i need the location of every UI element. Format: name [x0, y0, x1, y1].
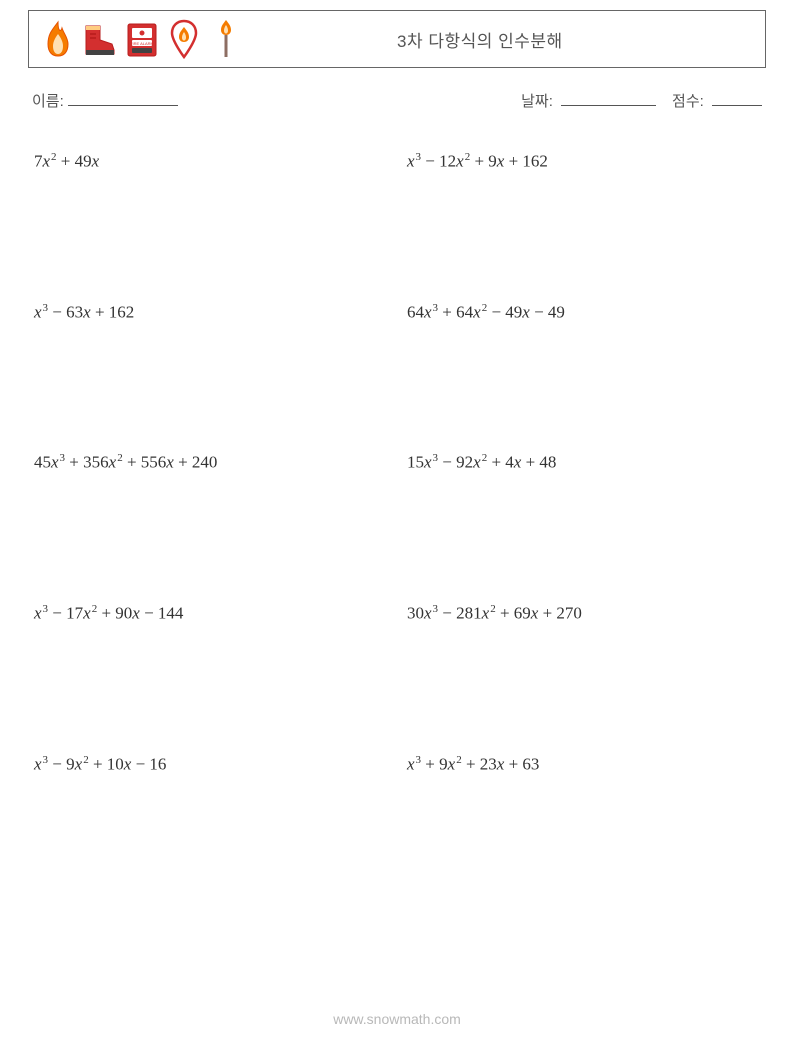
problem-8: 30x3 − 281x2 + 69x + 270: [407, 603, 760, 624]
info-row: 이름: 날짜: 점수:: [28, 90, 766, 111]
problem-4: 64x3 + 64x2 − 49x − 49: [407, 302, 760, 323]
boot-icon: [81, 18, 119, 60]
location-fire-icon: [165, 18, 203, 60]
name-label: 이름:: [32, 90, 64, 111]
icon-group: FIRE ALARM: [29, 18, 245, 60]
problem-5: 45x3 + 356x2 + 556x + 240: [34, 452, 387, 473]
flame-icon: [39, 18, 77, 60]
page-title: 3차 다항식의 인수분해: [397, 27, 563, 52]
fire-alarm-icon: FIRE ALARM: [123, 18, 161, 60]
name-underline: [68, 90, 178, 106]
problem-9: x3 − 9x2 + 10x − 16: [34, 754, 387, 775]
date-field: 날짜:: [521, 90, 656, 111]
problem-3: x3 − 63x + 162: [34, 302, 387, 323]
header-box: FIRE ALARM 3차 다항식의 인수분해: [28, 10, 766, 68]
footer-url: www.snowmath.com: [333, 1011, 461, 1027]
problem-6: 15x3 − 92x2 + 4x + 48: [407, 452, 760, 473]
problems-grid: 7x2 + 49x x3 − 12x2 + 9x + 162 x3 − 63x + …: [28, 151, 766, 774]
score-label: 점수:: [672, 93, 704, 110]
date-label: 날짜:: [521, 93, 553, 110]
match-icon: [207, 18, 245, 60]
problem-1: 7x2 + 49x: [34, 151, 387, 172]
problem-2: x3 − 12x2 + 9x + 162: [407, 151, 760, 172]
problem-7: x3 − 17x2 + 90x − 144: [34, 603, 387, 624]
score-field: 점수:: [672, 90, 762, 111]
score-underline: [712, 90, 762, 106]
problem-10: x3 + 9x2 + 23x + 63: [407, 754, 760, 775]
svg-text:FIRE ALARM: FIRE ALARM: [130, 41, 154, 46]
name-field: 이름:: [32, 90, 178, 111]
date-underline: [561, 90, 656, 106]
